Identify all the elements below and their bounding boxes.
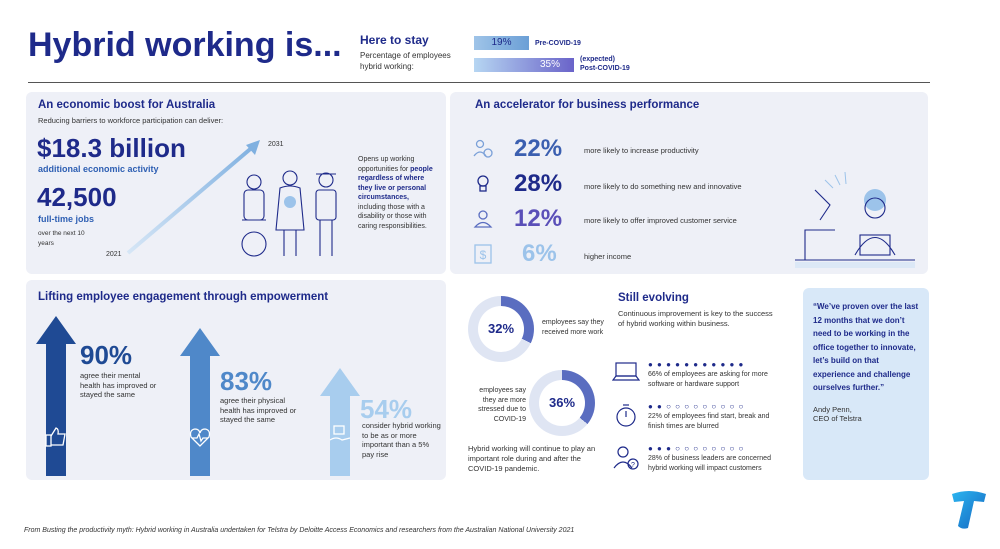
billion-value: $18.3 billion [37,133,186,163]
dots-row-3: ● ● ● ○ ○ ○ ○ ○ ○ ○ ○ [648,444,745,453]
donut-more-work: 32% [468,296,534,362]
evolving-sub: Continuous improvement is key to the suc… [618,309,773,328]
donut-more-work-label: employees say they received more work [542,319,604,336]
physical-health-value: 83% [220,366,273,396]
people-gear-icon [472,138,494,160]
jobs-value: 42,500 [37,182,117,212]
quote-author: Andy Penn, [813,404,852,414]
donut-stress: 36% [529,370,595,436]
economic-panel [26,92,446,274]
stopwatch-icon [612,402,640,433]
productivity-label: more likely to increase productivity [584,146,699,155]
mental-health-value: 90% [80,340,133,370]
mental-health-label: agree their mental health has improved o… [80,371,157,399]
evolving-heading: Still evolving [618,292,689,304]
telstra-logo [948,488,990,537]
hand-money-icon [328,424,352,451]
accelerator-heading: An accelerator for business performance [475,99,700,111]
svg-text:?: ? [631,462,635,469]
here-to-stay-subtitle: Percentage of employees hybrid working: [360,51,451,71]
post-covid-expected: (expected) [580,56,616,63]
quote-text: “We’ve proven over the last 12 months th… [813,302,919,392]
engagement-heading: Lifting employee engagement through empo… [38,291,329,303]
dollar-icon: $ [472,243,494,265]
lightbulb-icon [472,173,494,195]
year-end: 2031 [268,141,284,148]
thumbs-up-icon [44,426,68,453]
quote-box: “We’ve proven over the last 12 months th… [803,288,929,480]
people-illustration [241,170,337,257]
billion-label: additional economic activity [38,164,159,174]
donut-more-work-value: 32% [478,306,524,352]
year-start: 2021 [106,251,122,258]
customer-service-value: 12% [514,205,563,232]
hybrid-note: Hybrid working will continue to play an … [468,444,596,473]
blurred-times-label: 22% of employees find start, break and f… [648,413,770,430]
income-label: higher income [584,252,632,261]
pay-rise-label: consider hybrid working to be as or more… [362,421,441,459]
svg-text:$: $ [480,248,487,262]
donut-stress-value: 36% [539,380,585,426]
laptop-icon [611,360,641,389]
growth-arrow [126,140,260,255]
engagement-arrow-3 [320,368,360,476]
engagement-arrow-2 [180,328,220,476]
economic-description: Opens up working opportunities for peopl… [358,156,433,230]
economic-heading: An economic boost for Australia [38,99,216,111]
dots-row-1: ● ● ● ● ● ● ● ● ● ● ● [648,360,745,369]
heart-pulse-icon [188,426,212,453]
innovation-label: more likely to do something new and inno… [584,182,742,191]
income-value: 6% [522,240,557,267]
quote-role: CEO of Telstra [813,414,862,423]
post-covid-bar: 35% [474,58,574,72]
dots-row-2: ● ● ○ ○ ○ ○ ○ ○ ○ ○ ○ [648,402,745,411]
jobs-period: over the next 10 years [38,230,85,247]
donut-stress-label: employees say they are more stressed due… [478,387,526,423]
customer-service-label: more likely to offer improved customer s… [584,216,737,225]
page-title: Hybrid working is... [28,26,342,64]
source-footer: From Busting the productivity myth: Hybr… [24,527,575,534]
worker-illustration [795,171,915,268]
accelerator-panel [450,92,928,274]
economic-sub: Reducing barriers to workforce participa… [38,116,224,125]
person-icon [472,208,494,230]
customers-impact-label: 28% of business leaders are concerned hy… [648,455,771,472]
physical-health-label: agree their physical health has improved… [220,396,297,424]
pay-rise-value: 54% [360,394,413,424]
software-support-label: 66% of employees are asking for more sof… [648,371,768,388]
innovation-value: 28% [514,170,563,197]
jobs-label: full-time jobs [38,214,94,224]
pre-covid-label: Pre-COVID-19 [535,40,581,47]
productivity-value: 22% [514,135,563,162]
header-divider [28,82,930,83]
here-to-stay-title: Here to stay [360,33,429,47]
post-covid-label: Post-COVID-19 [580,65,630,72]
pre-covid-bar: 19% [474,36,529,50]
person-question-icon: ? [612,444,640,477]
engagement-panel [26,280,446,480]
